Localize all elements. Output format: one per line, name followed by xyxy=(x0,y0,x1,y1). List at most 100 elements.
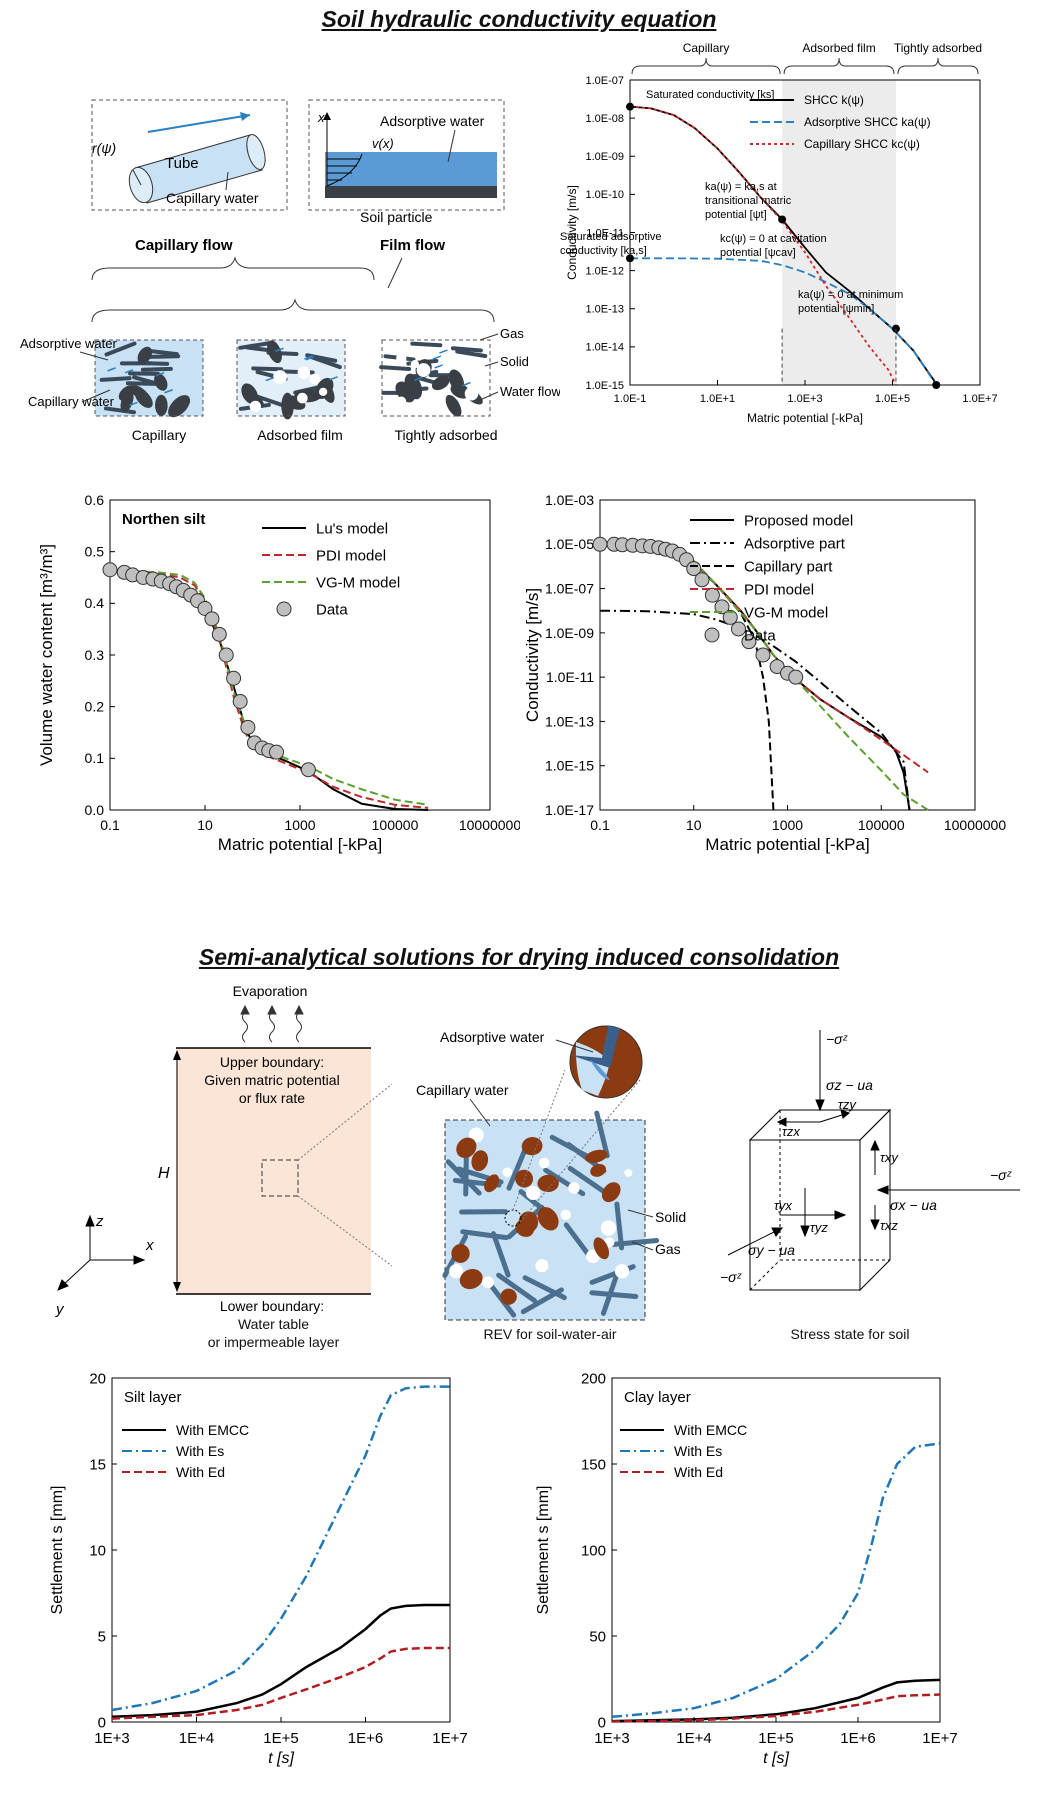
stress-sigma-x: σx − ua xyxy=(890,1197,937,1213)
zoom-circle xyxy=(569,1025,643,1099)
film-x-label: x xyxy=(317,110,325,125)
rev-solid-label: Solid xyxy=(655,1209,686,1225)
chart-title: Northen silt xyxy=(122,511,205,528)
adsorbed-water-layer xyxy=(325,152,497,186)
legend-label: Adsorptive part xyxy=(744,535,846,552)
axis-z-label: z xyxy=(95,1213,104,1230)
region-brace xyxy=(783,57,895,75)
data-point xyxy=(226,670,242,686)
x-tick-label: 1E+3 xyxy=(94,1730,129,1747)
y-tick-label: 0.0 xyxy=(85,802,105,818)
y-tick-label: 200 xyxy=(581,1370,606,1387)
stress-sigma-z: σz − ua xyxy=(826,1077,873,1093)
legend-label: VG-M model xyxy=(316,574,400,591)
x-tick-label: 1.0E-1 xyxy=(614,393,646,405)
y-axis-label: Conductivity [m/s] xyxy=(565,185,579,280)
y-tick-label: 0.1 xyxy=(85,750,105,766)
y-tick-label: 1.0E-15 xyxy=(585,380,624,392)
rev-window xyxy=(261,1159,299,1197)
series-line-0 xyxy=(109,568,429,811)
y-tick-label: 100 xyxy=(581,1542,606,1559)
flow-schematic: r(ψ) Tube Capillary water x Adsorptive w… xyxy=(20,99,560,443)
x-tick-label: 100000 xyxy=(372,817,419,833)
x-tick-label: 1E+3 xyxy=(594,1730,629,1747)
data-point xyxy=(788,669,804,685)
y-tick-label: 1.0E-11 xyxy=(586,227,624,239)
y-tick-label: 0.3 xyxy=(85,647,105,663)
y-tick-label: 0.6 xyxy=(85,492,105,508)
data-point xyxy=(204,611,220,627)
x-tick-label: 10000000 xyxy=(944,817,1007,833)
y-tick-label: 1.0E-13 xyxy=(585,304,624,316)
right-label-gas: Gas xyxy=(500,326,524,341)
axis-y-label: y xyxy=(55,1301,65,1318)
data-point xyxy=(741,634,757,650)
left-label-capillary: Capillary water xyxy=(28,394,115,409)
legend-label: VG-M model xyxy=(744,604,828,621)
all-regimes-brace xyxy=(91,298,495,323)
x-tick-label: 1E+4 xyxy=(676,1730,711,1747)
x-tick-label: 1.0E+1 xyxy=(700,393,735,405)
silt-settlement-chart: 1E+3 1E+4 1E+5 1E+6 1E+7 0 5 10 15 20 t [s] Settlem… xyxy=(49,1370,468,1767)
x-tick-label: 1E+6 xyxy=(840,1730,875,1747)
x-tick-label: 1000 xyxy=(284,817,315,833)
annotation-3: kc(ψ) = 0 at cavitation xyxy=(720,233,827,245)
capillary-brace xyxy=(91,256,375,281)
y-tick-label: 1.0E-09 xyxy=(585,151,624,163)
tube-frame xyxy=(91,99,288,211)
film-region-band xyxy=(782,80,896,385)
x-tick-label: 1E+5 xyxy=(263,1730,298,1747)
x-tick-label: 10 xyxy=(686,817,702,833)
annotation-4: ka(ψ) = 0 at minimum xyxy=(798,289,903,301)
boundary-diagram: Evaporation Upper boundary: Given matric… xyxy=(55,983,393,1318)
y-tick-label: 1.0E-09 xyxy=(545,625,594,641)
y-tick-label: 1.0E-07 xyxy=(545,580,594,596)
adsorptive-water-label: Adsorptive water xyxy=(380,113,485,129)
y-axis-label: Volume water content [m³/m³] xyxy=(37,544,56,766)
stress-sigma-y: σy − ua xyxy=(748,1242,795,1258)
shcc-chart: 1.0E-1 1.0E+1 1.0E+3 1.0E+5 1.0E+7 1.0E-07 1.0… xyxy=(560,41,998,425)
right-label-water-flow: Water flow xyxy=(500,384,560,399)
legend-label: SHCC k(ψ) xyxy=(804,93,864,107)
soil-particle-label: Soil particle xyxy=(360,209,433,225)
tube-label: Tube xyxy=(165,155,199,172)
evaporation-arrows xyxy=(240,1004,304,1043)
legend-marker xyxy=(276,601,292,617)
section-2-title: Semi-analytical solutions for drying ind… xyxy=(198,944,840,970)
x-tick-label: 1E+7 xyxy=(432,1730,467,1747)
axis-x-label: x xyxy=(145,1237,154,1254)
x-tick-label: 1.0E+5 xyxy=(875,393,910,405)
x-axis-label: t [s] xyxy=(268,1750,294,1767)
annotation-0: Saturated conductivity [ks] xyxy=(646,89,774,101)
series-line-1 xyxy=(611,1442,941,1719)
x-tick-label: 1E+6 xyxy=(348,1730,383,1747)
legend-label: Adsorptive SHCC ka(ψ) xyxy=(804,115,931,129)
rev-pore-structure xyxy=(442,1110,660,1318)
legend-label: PDI model xyxy=(744,581,814,598)
annotation-4: potential [ψmin] xyxy=(798,303,874,315)
data-point xyxy=(197,601,213,616)
annotation-2: transitional matric xyxy=(705,195,792,207)
data-point xyxy=(102,562,118,578)
region-brace xyxy=(897,57,979,75)
series-line-2 xyxy=(111,1646,450,1720)
upper-boundary-line-2: Given matric potential xyxy=(204,1072,339,1088)
radius-line xyxy=(132,169,142,186)
stress-cube xyxy=(748,1108,892,1292)
x-tick-label: 100000 xyxy=(858,817,905,833)
y-tick-label: 1.0E-15 xyxy=(545,758,594,774)
series-line-2 xyxy=(629,105,897,386)
y-tick-label: 1.0E-13 xyxy=(545,713,594,729)
x-axis-label: Matric potential [-kPa] xyxy=(218,835,382,854)
x-tick-label: 0.1 xyxy=(590,817,610,833)
stress-tau-xy: τxy xyxy=(880,1150,899,1165)
soil-column xyxy=(176,1048,371,1294)
rev-capillary-water-label: Capillary water xyxy=(416,1082,509,1098)
y-tick-label: 1.0E-05 xyxy=(545,536,594,552)
lower-boundary-line-2: Water table xyxy=(237,1316,310,1332)
stress-tau-yz: τyz xyxy=(810,1220,828,1235)
stress-tau-yx: τyx xyxy=(774,1198,792,1213)
data-point xyxy=(704,587,720,603)
legend-label: Lu's model xyxy=(316,520,388,537)
section-1-title: Soil hydraulic conductivity equation xyxy=(321,6,717,32)
